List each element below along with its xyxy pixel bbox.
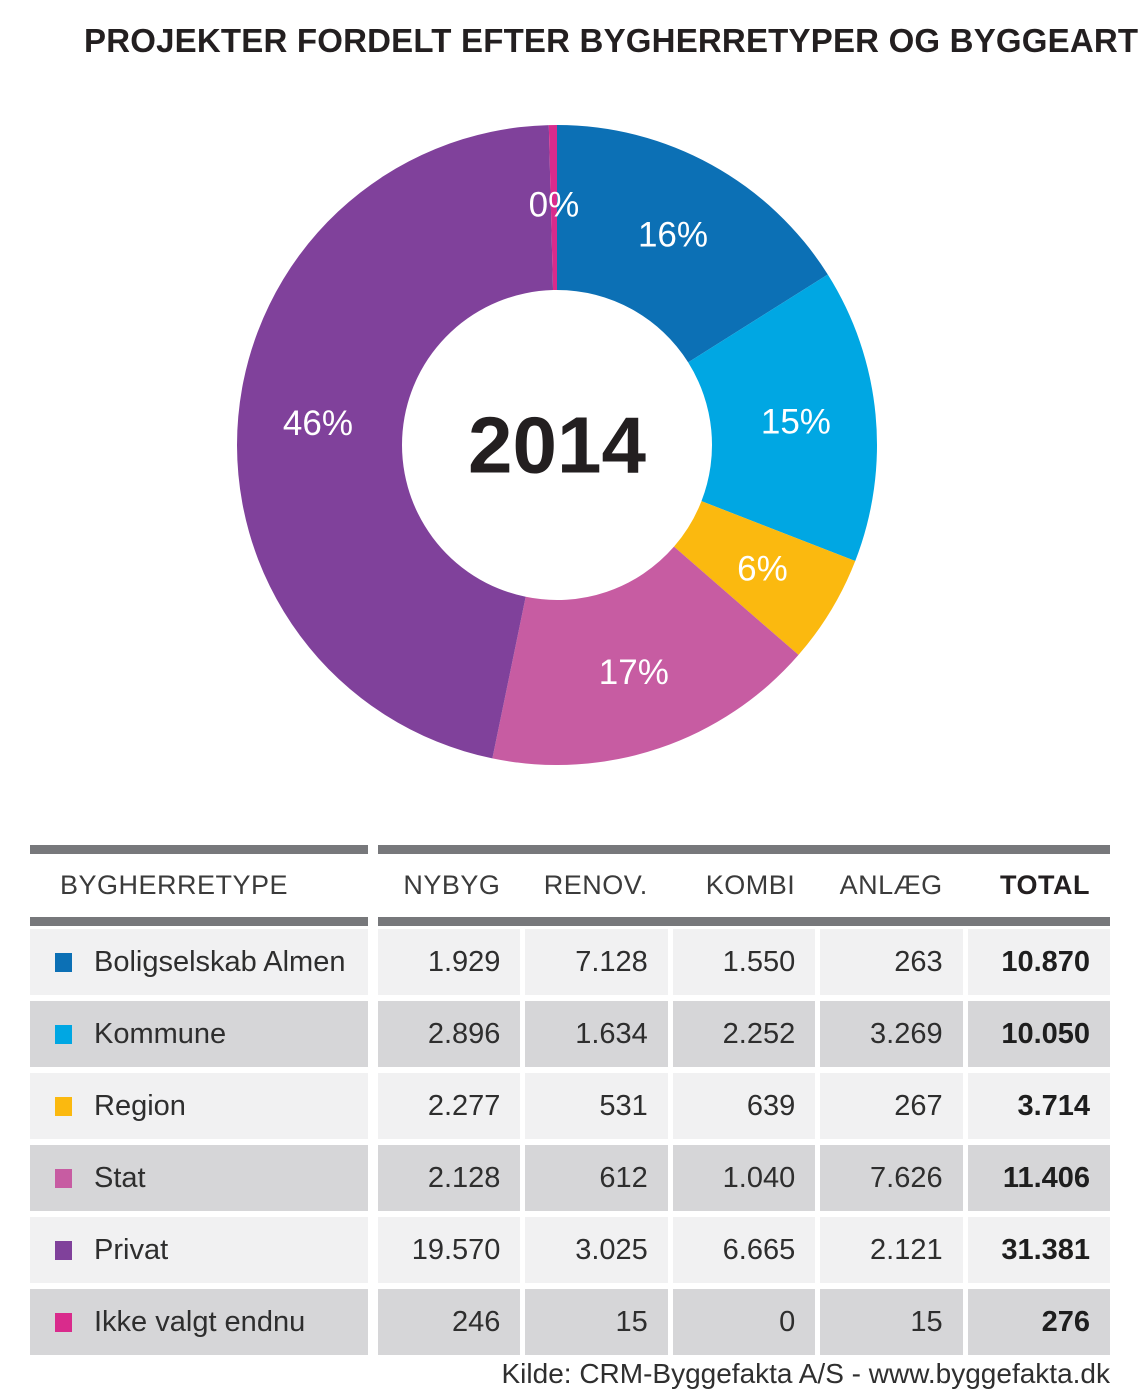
donut-slice-stat bbox=[492, 546, 799, 765]
donut-slice-boligselskab-almen bbox=[557, 125, 828, 363]
row-values: 2.128 612 1.040 7.626 11.406 bbox=[378, 1145, 1111, 1211]
column-header-nybyg: NYBYG bbox=[403, 870, 501, 900]
row-color-swatch bbox=[55, 1240, 72, 1260]
header-bottom-rule-right bbox=[378, 917, 1110, 926]
table-header-columns: NYBYG RENOV. KOMBI ANLÆG TOTAL bbox=[378, 870, 1110, 901]
header-top-rule-right bbox=[378, 845, 1110, 854]
table-header-row: BYGHERRETYPE NYBYG RENOV. KOMBI ANLÆG TO… bbox=[30, 854, 1110, 917]
row-label: Privat bbox=[94, 1233, 169, 1266]
donut-slice-region bbox=[673, 501, 856, 655]
row-label: Stat bbox=[94, 1161, 146, 1194]
cell-anlaeg: 3.269 bbox=[820, 1001, 963, 1067]
column-header-bygherretype: BYGHERRETYPE bbox=[60, 870, 289, 900]
table-row: Privat 19.570 3.025 6.665 2.121 31.381 bbox=[30, 1217, 1111, 1283]
donut-percent-label-stat: 17% bbox=[599, 653, 669, 692]
row-label: Boligselskab Almen bbox=[94, 945, 346, 978]
header-top-rule bbox=[30, 845, 1110, 854]
table-row: Boligselskab Almen 1.929 7.128 1.550 263… bbox=[30, 929, 1111, 995]
cell-nybyg: 19.570 bbox=[378, 1217, 521, 1283]
table-body: Boligselskab Almen 1.929 7.128 1.550 263… bbox=[30, 929, 1111, 1355]
cell-kombi: 2.252 bbox=[672, 1001, 816, 1067]
column-header-kombi: KOMBI bbox=[705, 870, 796, 900]
row-values: 1.929 7.128 1.550 263 10.870 bbox=[378, 929, 1111, 995]
row-color-swatch bbox=[55, 1312, 72, 1332]
table-row: Stat 2.128 612 1.040 7.626 11.406 bbox=[30, 1145, 1111, 1211]
row-label-cell: Region bbox=[30, 1073, 368, 1139]
header-top-rule-left bbox=[30, 845, 368, 854]
cell-total: 10.870 bbox=[967, 929, 1111, 995]
row-color-swatch bbox=[55, 1168, 72, 1188]
donut-center-label: 2014 bbox=[468, 401, 646, 490]
row-color-swatch bbox=[55, 1096, 72, 1116]
cell-anlaeg: 7.626 bbox=[820, 1145, 963, 1211]
table-row: Region 2.277 531 639 267 3.714 bbox=[30, 1073, 1111, 1139]
cell-nybyg: 246 bbox=[378, 1289, 521, 1355]
cell-total: 3.714 bbox=[967, 1073, 1111, 1139]
row-values: 246 15 0 15 276 bbox=[378, 1289, 1111, 1355]
cell-renov: 7.128 bbox=[525, 929, 668, 995]
cell-anlaeg: 15 bbox=[820, 1289, 963, 1355]
cell-kombi: 1.550 bbox=[672, 929, 816, 995]
cell-anlaeg: 2.121 bbox=[820, 1217, 963, 1283]
row-label-cell: Stat bbox=[30, 1145, 368, 1211]
cell-nybyg: 2.128 bbox=[378, 1145, 521, 1211]
donut-slice-privat bbox=[237, 125, 554, 759]
donut-percent-label-kommune: 15% bbox=[761, 403, 831, 442]
header-bottom-rule-left bbox=[30, 917, 368, 926]
cell-renov: 612 bbox=[525, 1145, 668, 1211]
row-label-cell: Boligselskab Almen bbox=[30, 929, 368, 995]
donut-slice-kommune bbox=[688, 274, 877, 561]
cell-kombi: 6.665 bbox=[672, 1217, 816, 1283]
data-table: BYGHERRETYPE NYBYG RENOV. KOMBI ANLÆG TO… bbox=[30, 845, 1111, 1355]
cell-total: 10.050 bbox=[967, 1001, 1111, 1067]
cell-renov: 3.025 bbox=[525, 1217, 668, 1283]
donut-slice-ikke-valgt-endnu bbox=[548, 125, 557, 291]
row-label: Kommune bbox=[94, 1017, 227, 1050]
cell-anlaeg: 267 bbox=[820, 1073, 963, 1139]
cell-nybyg: 1.929 bbox=[378, 929, 521, 995]
row-label-cell: Ikke valgt endnu bbox=[30, 1289, 368, 1355]
cell-renov: 531 bbox=[525, 1073, 668, 1139]
donut-percent-label-boligselskab-almen: 16% bbox=[638, 215, 708, 254]
row-values: 2.896 1.634 2.252 3.269 10.050 bbox=[378, 1001, 1111, 1067]
row-label: Ikke valgt endnu bbox=[94, 1305, 306, 1338]
table-row: Ikke valgt endnu 246 15 0 15 276 bbox=[30, 1289, 1111, 1355]
row-label-cell: Privat bbox=[30, 1217, 368, 1283]
cell-kombi: 639 bbox=[672, 1073, 816, 1139]
cell-renov: 1.634 bbox=[525, 1001, 668, 1067]
cell-kombi: 0 bbox=[672, 1289, 816, 1355]
source-caption: Kilde: CRM-Byggefakta A/S - www.byggefak… bbox=[501, 1358, 1111, 1389]
row-values: 19.570 3.025 6.665 2.121 31.381 bbox=[378, 1217, 1111, 1283]
donut-chart: 16% 15% 6% 17% 46% 0% 2014 bbox=[237, 125, 877, 765]
cell-nybyg: 2.277 bbox=[378, 1073, 521, 1139]
cell-nybyg: 2.896 bbox=[378, 1001, 521, 1067]
table-row: Kommune 2.896 1.634 2.252 3.269 10.050 bbox=[30, 1001, 1111, 1067]
donut-percent-label-privat: 46% bbox=[283, 404, 353, 443]
donut-percent-label-region: 6% bbox=[737, 550, 788, 589]
row-color-swatch bbox=[55, 1024, 72, 1044]
donut-percent-label-ikke-valgt-endnu: 0% bbox=[529, 186, 580, 225]
column-header-anlaeg: ANLÆG bbox=[839, 870, 943, 900]
header-bottom-rule bbox=[30, 917, 1110, 926]
page-title: PROJEKTER FORDELT EFTER BYGHERRETYPER OG… bbox=[84, 22, 1139, 59]
row-label: Region bbox=[94, 1089, 186, 1122]
column-header-total: TOTAL bbox=[1000, 870, 1091, 900]
cell-anlaeg: 263 bbox=[820, 929, 963, 995]
row-values: 2.277 531 639 267 3.714 bbox=[378, 1073, 1111, 1139]
column-header-renov: RENOV. bbox=[543, 870, 648, 900]
cell-kombi: 1.040 bbox=[672, 1145, 816, 1211]
row-label-cell: Kommune bbox=[30, 1001, 368, 1067]
cell-renov: 15 bbox=[525, 1289, 668, 1355]
donut-chart-svg: 16% 15% 6% 17% 46% 0% 2014 bbox=[237, 125, 877, 765]
cell-total: 276 bbox=[967, 1289, 1111, 1355]
row-color-swatch bbox=[55, 952, 72, 972]
cell-total: 31.381 bbox=[967, 1217, 1111, 1283]
cell-total: 11.406 bbox=[967, 1145, 1111, 1211]
